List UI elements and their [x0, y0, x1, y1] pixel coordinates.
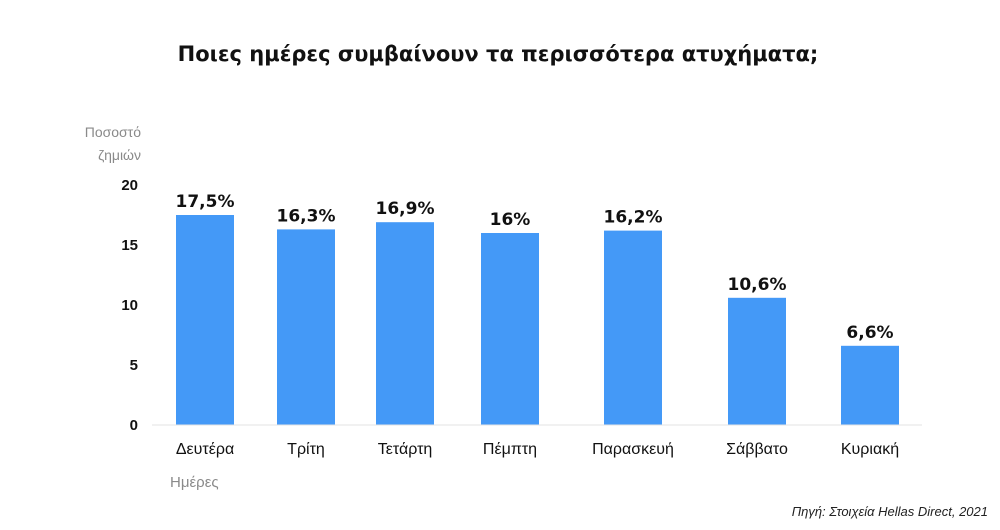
y-tick-label: 0 [130, 417, 138, 434]
y-tick-label: 15 [121, 237, 138, 254]
bar [604, 230, 662, 425]
x-tick-label: Πέμπτη [483, 441, 537, 458]
data-label: 10,6% [728, 275, 787, 295]
data-label: 16,9% [376, 199, 435, 219]
x-axis-categories: Δευτέρα Τρίτη Τετάρτη Πέμπτη Παρασκευή Σάββατ… [176, 441, 899, 458]
y-tick-label: 10 [121, 297, 138, 314]
bar [728, 297, 786, 425]
y-tick-label: 5 [130, 357, 138, 374]
data-label: 16% [490, 210, 531, 230]
data-label: 16,2% [604, 208, 663, 228]
source-note: Πηγή: Στοιχεία Hellas Direct, 2021 [792, 504, 988, 519]
y-axis-ticks: 0 5 10 15 20 [121, 177, 138, 434]
x-tick-label: Τρίτη [287, 441, 325, 458]
y-axis-label-line-2: ζημιών [98, 147, 141, 163]
bar [176, 215, 234, 425]
data-label: 6,6% [846, 323, 893, 343]
bars [176, 215, 899, 425]
data-label: 17,5% [176, 192, 235, 212]
bar [841, 345, 899, 425]
y-tick-label: 20 [121, 177, 138, 194]
x-tick-label: Κυριακή [841, 441, 899, 458]
x-tick-label: Παρασκευή [592, 441, 674, 458]
x-tick-label: Σάββατο [726, 441, 788, 458]
data-labels: 17,5% 16,3% 16,9% 16% 16,2% 10,6% 6,6% [176, 192, 894, 343]
x-tick-label: Τετάρτη [378, 441, 433, 458]
bar [376, 222, 434, 425]
data-label: 16,3% [277, 206, 336, 226]
chart-title: Ποιες ημέρες συμβαίνουν τα περισσότερα α… [178, 42, 819, 66]
x-tick-label: Δευτέρα [176, 441, 234, 458]
bar [277, 229, 335, 425]
y-axis-label-line-1: Ποσοστό [85, 124, 141, 140]
bar [481, 233, 539, 425]
x-axis-label: Ημέρες [170, 474, 219, 491]
